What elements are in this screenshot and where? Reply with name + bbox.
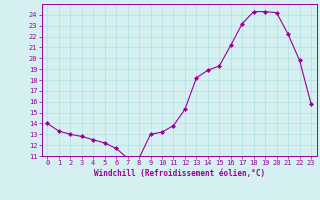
X-axis label: Windchill (Refroidissement éolien,°C): Windchill (Refroidissement éolien,°C) <box>94 169 265 178</box>
